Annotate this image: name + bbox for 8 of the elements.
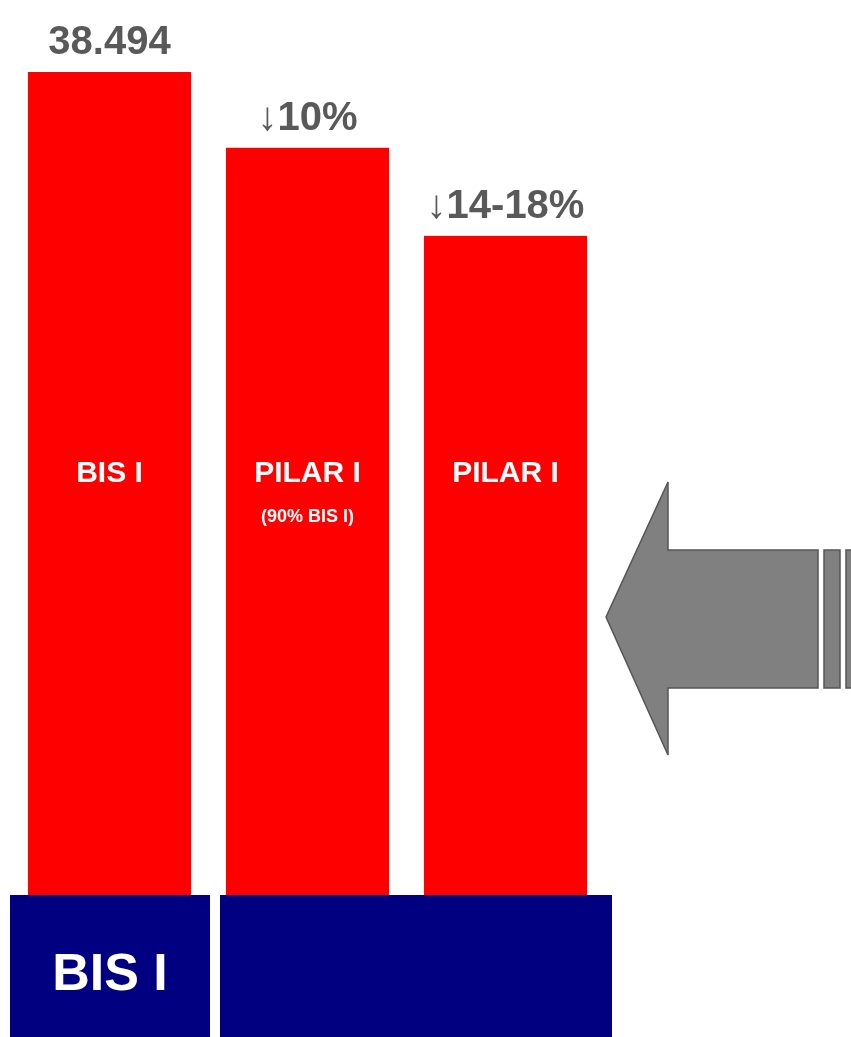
annotation: (90% BIS I) — [260, 506, 355, 526]
x-tick-label: PILAR I — [452, 455, 559, 488]
annotation: ↓14-18% — [426, 181, 585, 226]
x-tick-label: PILAR I — [254, 455, 361, 488]
text: BIS I — [52, 943, 168, 1001]
x-tick-label: BIS I — [76, 455, 143, 488]
annotation: ↓10% — [257, 93, 358, 138]
data-label: 38.494 — [48, 18, 172, 62]
